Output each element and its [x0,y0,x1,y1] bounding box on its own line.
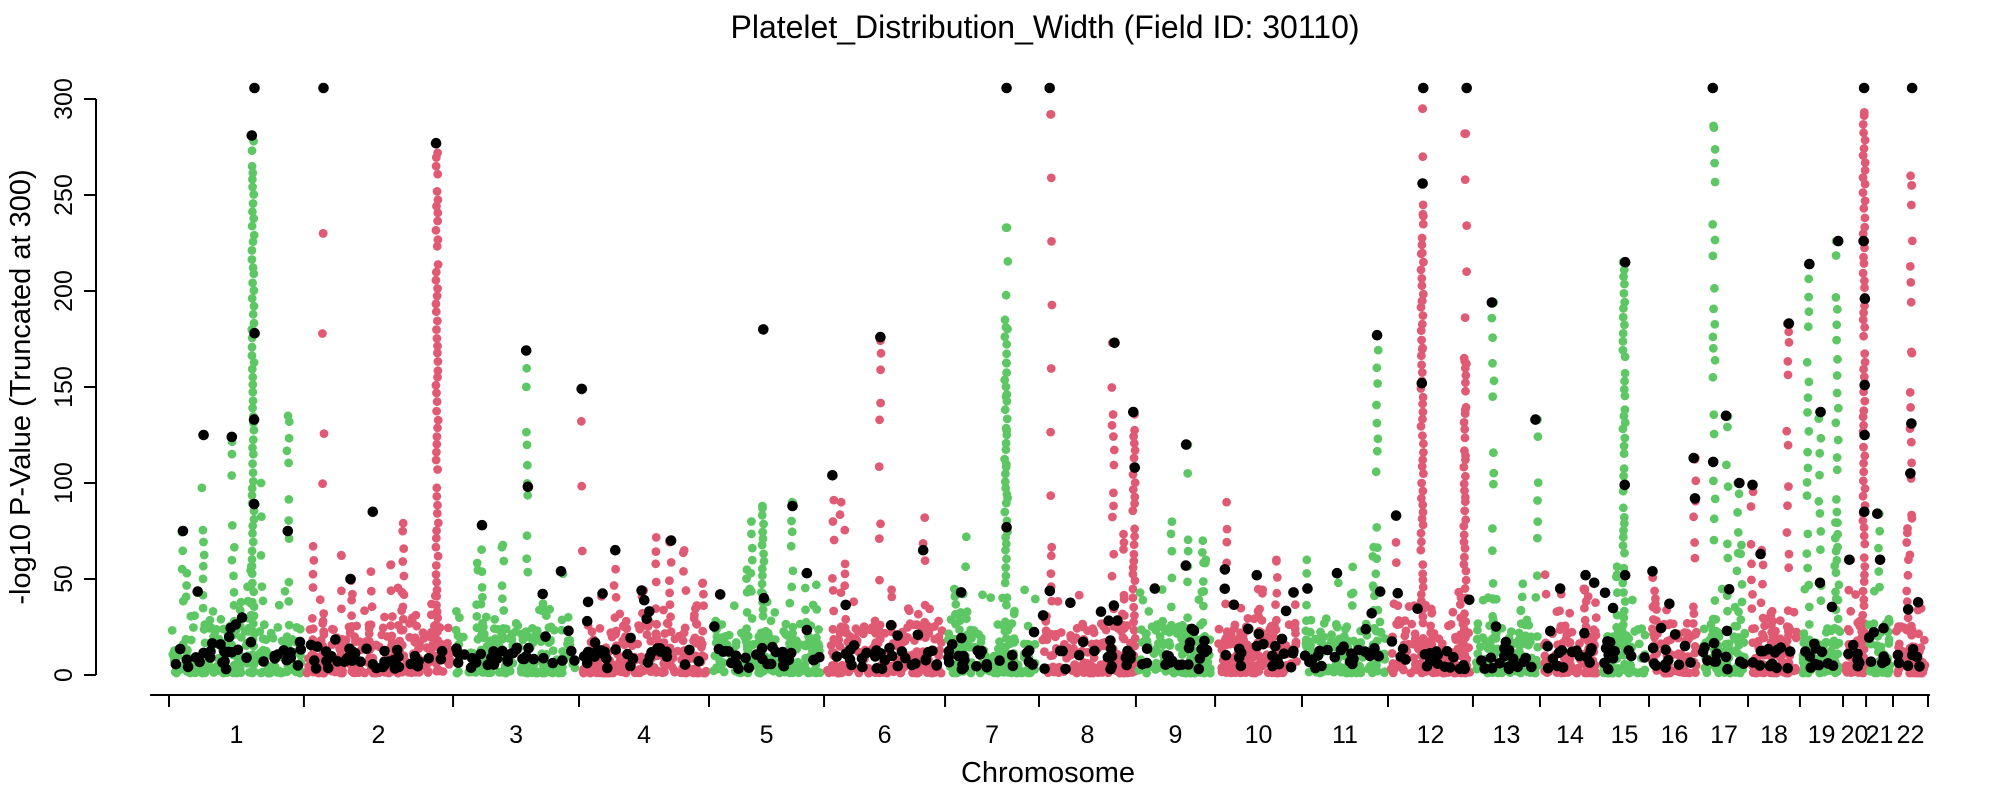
x-tick-label: 10 [1245,721,1273,749]
y-tick-label: 50 [50,565,78,593]
points-chr-4 [576,384,711,678]
axes [84,98,1930,707]
x-tick-label: 21 [1866,721,1894,749]
x-tick-label: 18 [1760,721,1788,749]
points-chr-18 [1746,319,1801,678]
points-chr-3 [451,346,580,678]
lead-points-layer [170,82,1925,675]
x-tick-label: 15 [1611,721,1639,749]
x-tick-label: 4 [637,721,651,749]
points-chr-20 [1841,108,1870,678]
points-chr-2 [302,148,455,678]
points-chr-17 [1699,121,1750,678]
x-tick-label: 11 [1332,721,1358,749]
points-chr-11 [1301,330,1390,678]
points-chr-15 [1599,257,1650,678]
x-tick-label: 2 [372,721,386,749]
x-tick-label: 19 [1808,721,1836,749]
points-chr-1 [167,136,306,678]
y-tick-label: 300 [50,78,78,120]
chart-title: Platelet_Distribution_Width (Field ID: 3… [730,9,1359,45]
x-tick-label: 14 [1556,721,1584,749]
x-axis-title: Chromosome [961,757,1135,789]
x-tick-label: 17 [1710,721,1738,749]
x-tick-label: 8 [1081,721,1095,749]
x-tick-label: 20 [1841,721,1869,749]
points-chr-13 [1471,298,1543,678]
x-tick-label: 13 [1493,721,1521,749]
x-tick-label: 9 [1169,721,1183,749]
x-tick-label: 12 [1417,721,1445,749]
y-tick-label: 100 [50,462,78,504]
y-tick-label: 0 [50,668,78,682]
points-chr-19 [1798,236,1845,678]
x-tick-label: 7 [985,721,999,749]
x-tick-label: 3 [509,721,523,749]
points-chr-6 [822,332,947,678]
y-tick-label: 250 [50,174,78,216]
x-tick-label: 5 [760,721,774,749]
x-tick-label: 16 [1661,721,1689,749]
y-tick-label: 150 [50,366,78,408]
points-chr-7 [943,223,1040,678]
y-tick-label: 200 [50,270,78,312]
points-chr-21 [1864,509,1895,678]
x-tick-label: 22 [1897,721,1925,749]
x-tick-label: 6 [878,721,892,749]
x-tick-label: 1 [230,721,244,749]
y-axis-title: -log10 P-Value (Truncated at 300) [5,169,37,604]
